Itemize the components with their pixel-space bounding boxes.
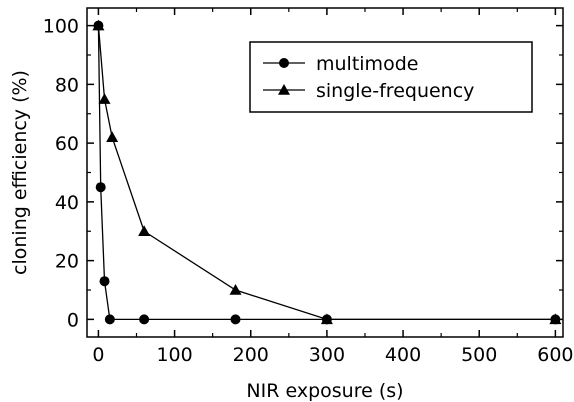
data-point-multimode xyxy=(139,314,150,325)
data-point-single-frequency xyxy=(106,131,119,143)
data-point-multimode xyxy=(95,182,106,193)
legend-label: multimode xyxy=(316,53,418,75)
y-axis: 0 20 40 60 80 100 xyxy=(43,16,563,331)
legend-marker-multimode xyxy=(279,58,289,68)
y-tick-label: 60 xyxy=(55,133,79,155)
legend: multimode single-frequency xyxy=(249,41,533,113)
data-point-single-frequency xyxy=(92,19,105,31)
y-tick-label: 40 xyxy=(55,192,79,214)
data-point-single-frequency xyxy=(549,313,562,325)
legend-item-multimode: multimode xyxy=(263,53,418,75)
y-tick-label: 100 xyxy=(43,16,79,38)
data-point-single-frequency xyxy=(138,225,151,237)
x-tick-label: 0 xyxy=(92,344,104,366)
y-tick-label: 20 xyxy=(55,251,79,273)
series-layer xyxy=(92,19,562,325)
x-tick-label: 600 xyxy=(537,344,573,366)
data-point-multimode xyxy=(230,314,241,325)
legend-item-single-frequency: single-frequency xyxy=(263,80,474,102)
legend-items: multimode single-frequency xyxy=(263,53,474,102)
series-single-frequency xyxy=(92,19,562,325)
data-point-multimode xyxy=(104,314,115,325)
x-tick-label: 400 xyxy=(385,344,421,366)
legend-box xyxy=(249,41,533,113)
y-tick-label: 0 xyxy=(67,309,79,331)
x-axis: 0 100 200 300 400 500 600 xyxy=(92,8,574,366)
series-line-multimode xyxy=(97,25,556,321)
legend-marker-single-frequency xyxy=(278,84,290,95)
x-axis-title: NIR exposure (s) xyxy=(246,380,403,402)
legend-label: single-frequency xyxy=(316,80,474,102)
x-tick-label: 200 xyxy=(233,344,269,366)
x-tick-label: 500 xyxy=(461,344,497,366)
data-point-multimode xyxy=(99,276,110,287)
y-axis-title: cloning efficiency (%) xyxy=(9,70,31,275)
x-tick-label: 100 xyxy=(156,344,192,366)
data-point-single-frequency xyxy=(320,313,333,325)
data-point-single-frequency xyxy=(229,284,242,295)
data-point-single-frequency xyxy=(98,93,111,104)
x-tick-label: 300 xyxy=(309,344,345,366)
y-tick-label: 80 xyxy=(55,74,79,96)
